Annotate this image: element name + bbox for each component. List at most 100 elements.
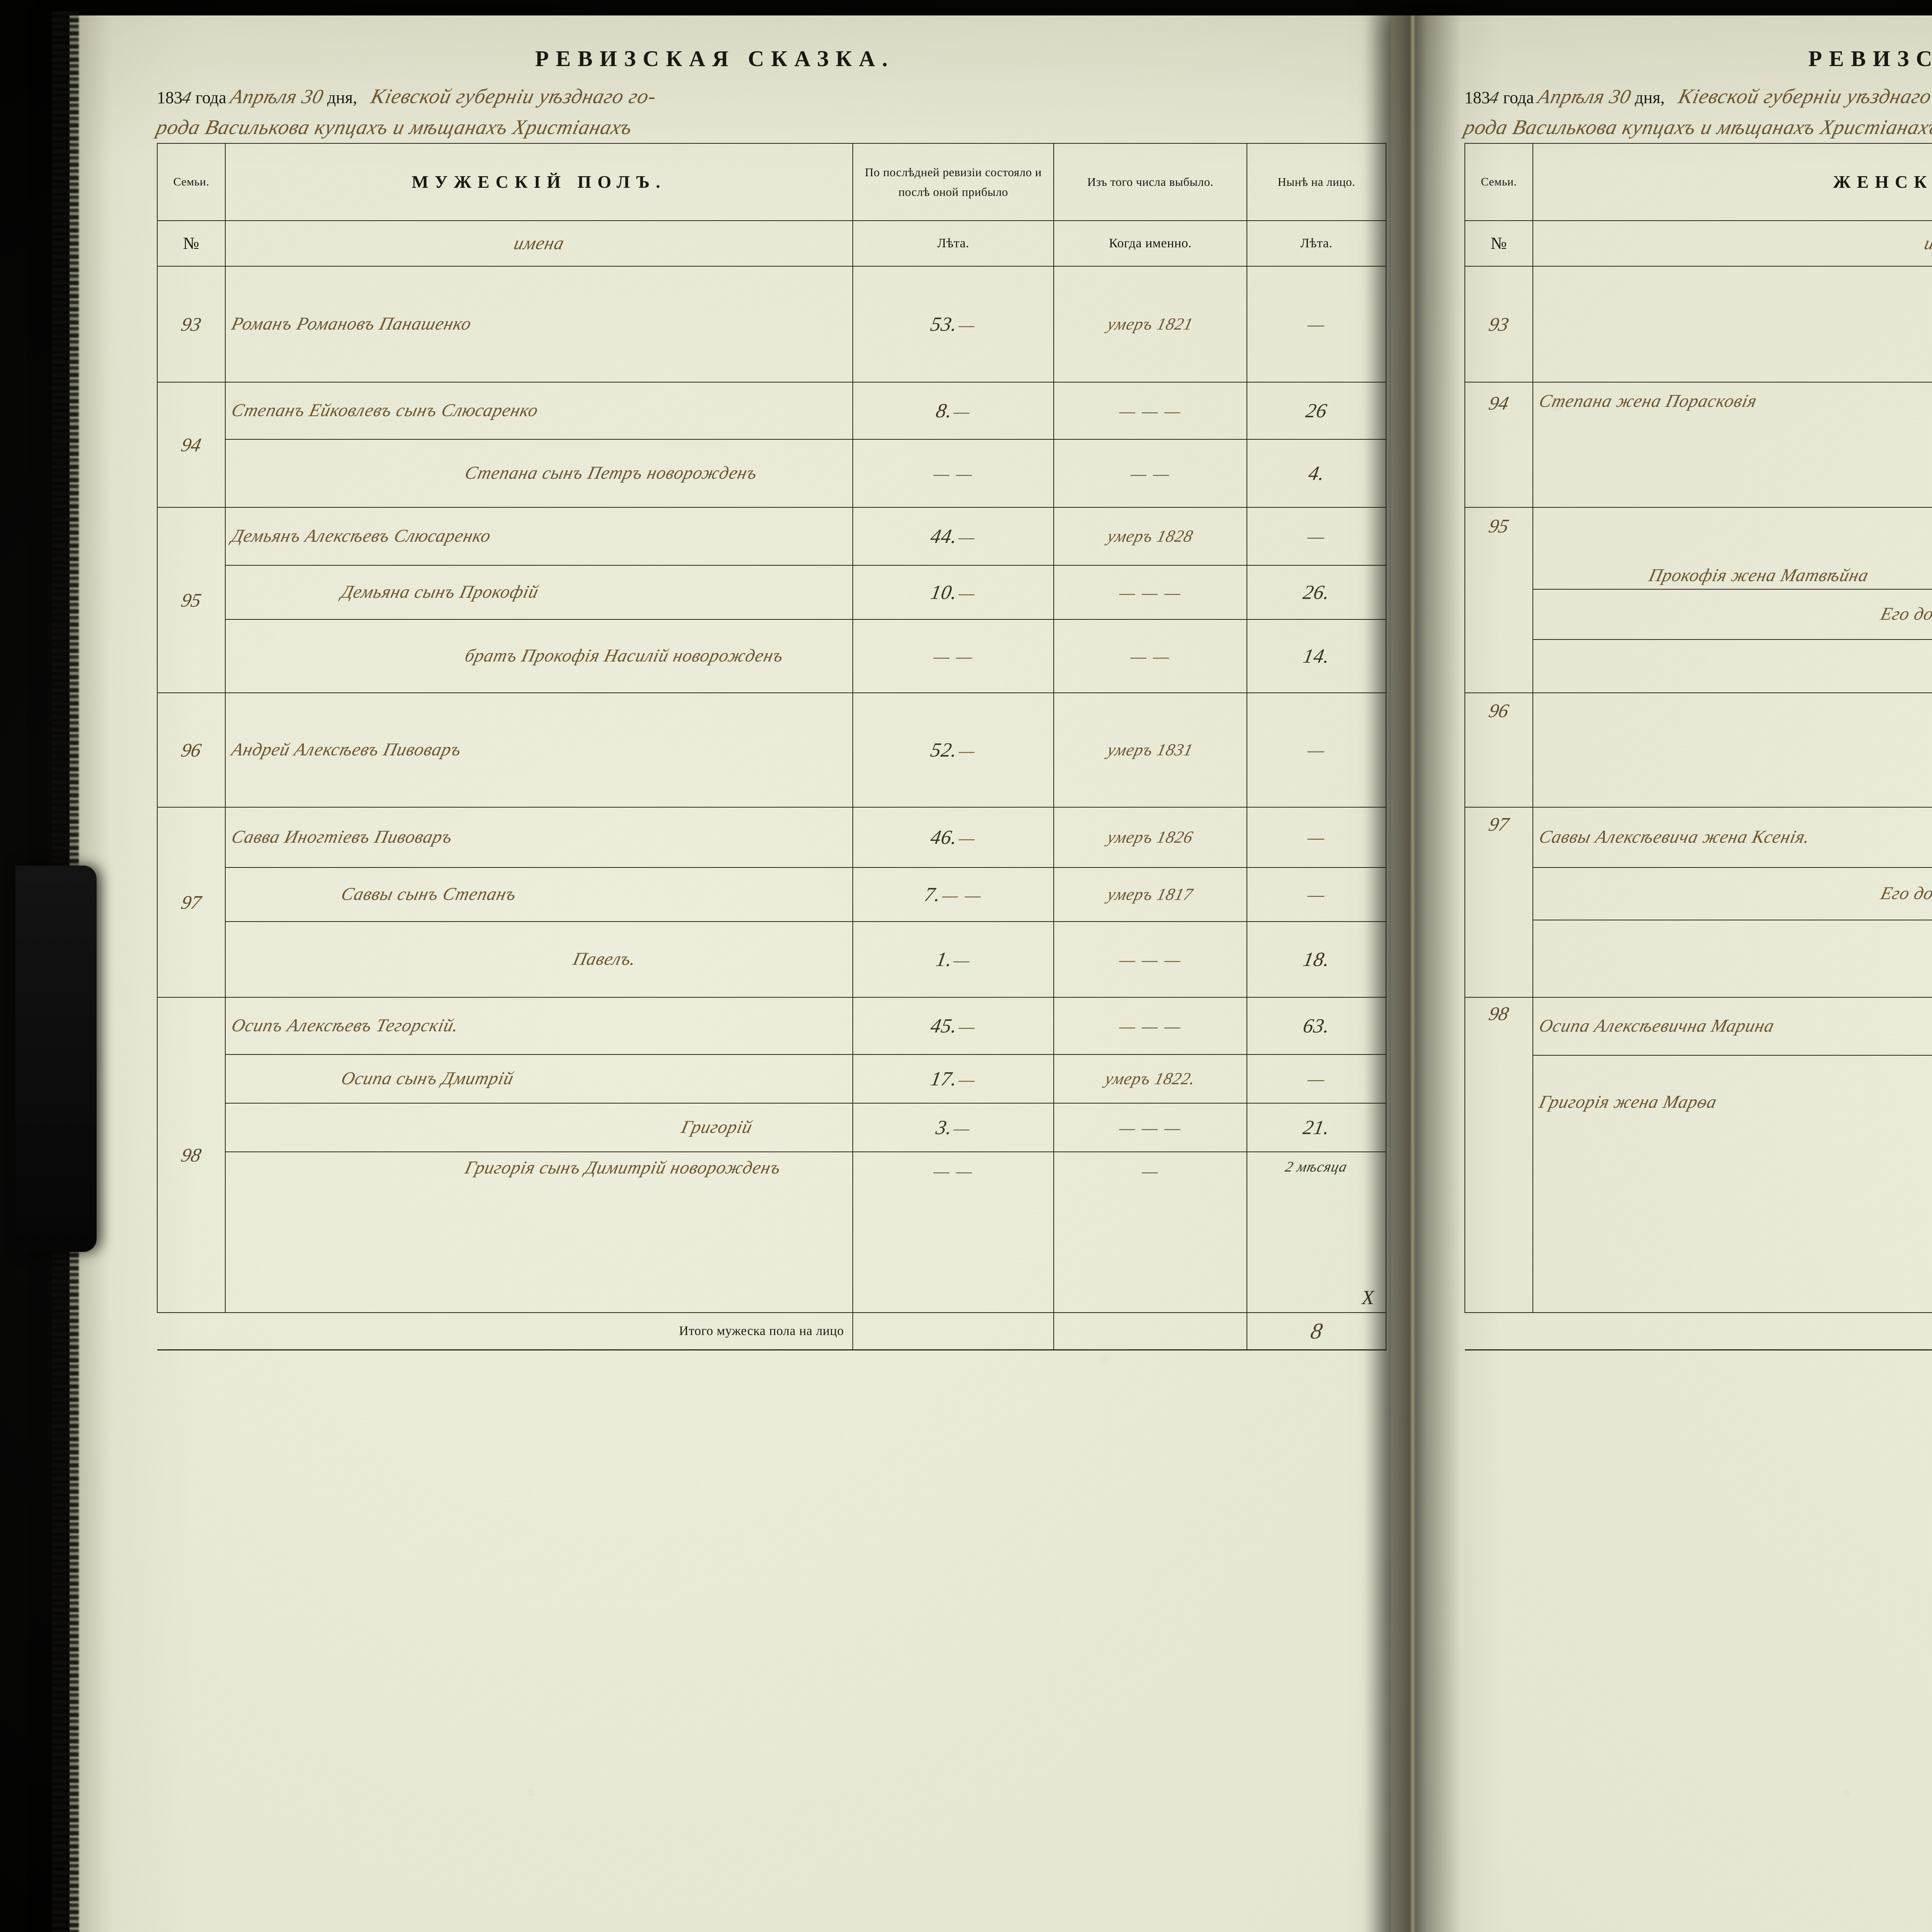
table-row[interactable]: 98 Осипа Алексѣевична Марина — — 53. (1464, 997, 1932, 1313)
family-number: 93 (1487, 313, 1511, 335)
table-row[interactable]: 97 Савва Иногтіевъ Пивоваръ 46. — умеръ … (157, 807, 1386, 998)
prev-dash: — (953, 950, 971, 970)
tally-x-mark: X (1362, 1287, 1374, 1309)
present-dash: — (1308, 827, 1325, 848)
prev-age: 46. (929, 826, 959, 849)
preamble-line1-right: Кіевской губерніи уѣзднаго го- (1676, 85, 1932, 108)
table-row[interactable]: 93 (1464, 266, 1932, 383)
person-name: Савва Иногтіевъ Пивоваръ (230, 827, 455, 847)
person-name: Осипъ Алексѣевъ Тегорскій. (230, 1015, 461, 1036)
person-name: Осипа Алексѣевична Марина (1537, 1016, 1777, 1036)
family-number: 95 (1487, 515, 1511, 537)
present-age: 26. (1301, 581, 1332, 604)
person-name: Саввы сынъ Степанъ (339, 884, 519, 905)
month-day-left: Апрѣля 30 (228, 86, 326, 108)
table-row[interactable]: братъ Прокофія Насилій новорожденъ — — —… (157, 619, 1386, 693)
person-name: Его дочери Ѳедора (1879, 604, 1932, 624)
table-row[interactable]: 97 Саввы Алексѣевича жена Ксенія. — — 50… (1464, 807, 1932, 998)
person-name: Григорій (679, 1117, 755, 1138)
family-number: 96 (179, 739, 203, 761)
male-sub-years2: Лѣта. (1247, 220, 1386, 267)
prev-dash: — — (933, 1161, 973, 1181)
male-sub-names: имена (225, 220, 853, 267)
male-sub-years: Лѣта. (852, 220, 1054, 267)
departed-note: умеръ 1826 (1105, 827, 1195, 847)
prev-dash: — (953, 1118, 971, 1138)
present-age: 4. (1306, 462, 1327, 485)
family-number: 98 (1487, 1003, 1511, 1024)
departed-dash: — (1142, 1161, 1159, 1181)
person-name: Степанъ Ейковлевъ сынъ Слюсаренко (230, 400, 541, 421)
table-row[interactable]: 98 Осипъ Алексѣевъ Тегорскій. 45. — — — … (157, 997, 1386, 1313)
departed-dash: — — (1130, 646, 1170, 666)
table-row[interactable]: Его дочери Ефросинія — — 21. (1465, 867, 1932, 920)
male-sub-when: Когда именно. (1053, 220, 1247, 267)
male-subheader-row: № имена Лѣта. Когда именно. Лѣта. (157, 220, 1386, 267)
prev-age: 44. (929, 525, 959, 548)
table-row[interactable]: Григорія сынъ Димитрій новорожденъ — — —… (157, 1151, 1386, 1313)
table-row[interactable]: 93 Романъ Романовъ Панашенко 53. — умеръ… (157, 266, 1386, 383)
table-row[interactable]: Григорія жена Марѳа — — 12. (1465, 1055, 1932, 1313)
month-day-right: Апрѣля 30 (1536, 86, 1633, 108)
person-name: братъ Прокофія Насилій новорожденъ (463, 646, 786, 666)
year-word-left: года (196, 88, 226, 107)
table-row[interactable]: 96 Андрей Алексѣевъ Пивоваръ 52. — умеръ… (157, 692, 1386, 808)
departed-note: умеръ 1821 (1105, 314, 1195, 333)
table-row[interactable]: 94 Степанъ Ейковлевъ сынъ Слюсаренко 8. … (157, 382, 1386, 508)
family-number: 97 (179, 891, 203, 913)
departed-dash: — — (1130, 463, 1170, 483)
preamble-line2-wrap-left: рода Василькова купцахъ и мѣщанахъ Христ… (154, 115, 635, 139)
female-register-body: 93 94 Степана жена Порасковія — — 20. (1464, 266, 1932, 1350)
table-row[interactable]: Осипа сынъ Дмитрій 17. — умеръ 1822. — (157, 1054, 1386, 1104)
table-row[interactable]: Степана сынъ Петръ новорожденъ — — — — 4… (157, 439, 1386, 508)
person-name: Романъ Романовъ Панашенко (230, 314, 474, 334)
present-dash: — (1308, 884, 1325, 905)
prev-age: 3. (934, 1116, 954, 1139)
preamble-line2-left: рода Василькова купцахъ и мѣщанахъ Христ… (154, 116, 635, 139)
family-number: 94 (179, 434, 203, 456)
table-row[interactable]: Марья — — 13. (1465, 920, 1932, 998)
right-page-leaf: РЕВИЗСКАЯ СКАЗКА. 30 1834 года Апрѣля 30… (1391, 15, 1932, 1932)
departed-note: умеръ 1817 (1105, 884, 1195, 904)
prev-dash: — (959, 527, 976, 547)
table-row[interactable]: Павелъ. 1. — — — — 18. (157, 921, 1386, 998)
table-row[interactable]: 95 Демьянъ Алексѣевъ Слюсаренко 44. — ум… (157, 507, 1386, 693)
male-header-row: Семьи. МУЖЕСКІЙ ПОЛЪ. По послѣдней ревиз… (157, 143, 1386, 221)
prev-age: 45. (929, 1015, 959, 1037)
female-register-table: Семьи. ЖЕНСКІЙ ПОЛЪ. Во временной отлучк… (1464, 143, 1932, 1350)
male-total-label: Итого мужеска пола на лицо (157, 1312, 853, 1350)
male-col-family: Семьи. (157, 143, 226, 221)
table-row[interactable]: 94 Степана жена Порасковія — — 20. (1464, 382, 1932, 508)
table-row[interactable]: Григорій 3. — — — — 21. (157, 1103, 1386, 1152)
preamble-line1-left: Кіевской губерніи уѣзднаго го- (369, 85, 659, 108)
present-dash: — (1308, 314, 1325, 335)
person-name: Демьяна сынъ Прокофій (339, 582, 541, 602)
family-number: 97 (1487, 813, 1511, 835)
table-row[interactable]: 95 Прокофія жена Матвѣйна — — 22. (1464, 507, 1932, 693)
male-col-present: Нынѣ на лицо. (1247, 143, 1386, 221)
male-sub-names-ms: имена (512, 233, 566, 254)
preamble-line2-wrap-right: рода Василькова купцахъ и мѣщанахъ Христ… (1462, 115, 1932, 139)
page-title-right: РЕВИЗСКАЯ СКАЗКА. (1808, 46, 1932, 71)
female-sub-names: имена (1532, 220, 1932, 267)
table-row[interactable]: Демьяна сынъ Прокофій 10. — — — — 26. (157, 565, 1386, 620)
female-header-row: Семьи. ЖЕНСКІЙ ПОЛЪ. Во временной отлучк… (1464, 143, 1932, 221)
female-total-label: Итого женска пола на лицо (1465, 1312, 1932, 1350)
open-book: РЕВИЗСКАЯ СКАЗКА. 1834 года Апрѣля 30 дн… (52, 12, 1932, 1932)
prev-age: 52. (929, 739, 959, 761)
table-row[interactable]: Саввы сынъ Степанъ 7. — — умеръ 1817 — (157, 867, 1386, 922)
present-age: 26 (1304, 400, 1329, 422)
prev-dash: — (959, 315, 976, 335)
male-register-table: Семьи. МУЖЕСКІЙ ПОЛЪ. По послѣдней ревиз… (157, 143, 1386, 1350)
departed-dash: — — — (1119, 949, 1182, 969)
table-row[interactable]: Его дочери Ѳедора — — 4. (1465, 589, 1932, 640)
male-total-value: 8 (1308, 1318, 1325, 1344)
family-number: 94 (1487, 392, 1511, 414)
male-col-departed: Изъ того числа выбыло. (1053, 143, 1247, 221)
table-row[interactable]: Ефимія — — 1. (1465, 639, 1932, 693)
person-name: Прокофія жена Матвѣйна (1647, 565, 1871, 585)
present-age: 63. (1301, 1015, 1332, 1037)
table-row[interactable]: 96 (1464, 692, 1932, 808)
present-age: 14. (1301, 645, 1332, 667)
person-name: Саввы Алексѣевича жена Ксенія. (1537, 827, 1812, 847)
